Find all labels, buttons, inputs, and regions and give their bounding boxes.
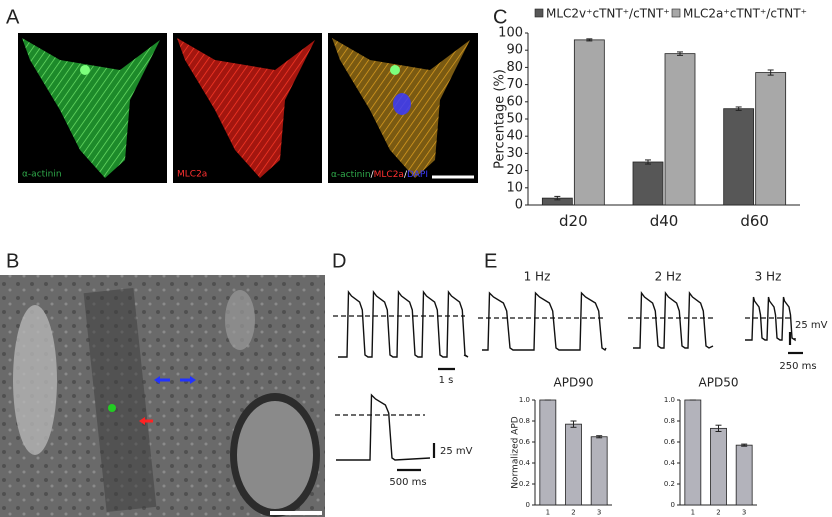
bar [565,423,582,506]
error-bar [715,424,722,432]
image-label: MLC2a [177,170,207,180]
y-tick-label: 0.8 [519,417,530,425]
chart-title: APD50 [699,376,739,390]
x-tick-label: 3 [742,509,746,517]
scale-label: 1 s [439,375,454,386]
bar [684,399,702,506]
legend-label: MLC2v⁺cTNT⁺/cTNT⁺ [546,7,670,21]
panel-letter: B [6,250,19,272]
panel-letter: E [484,250,497,272]
em-image [0,275,325,517]
y-axis-label: Normalized APD [511,416,521,488]
trace [482,291,607,352]
y-tick-label: 1.0 [519,396,530,404]
scale-label: 250 ms [779,361,816,372]
bar [632,161,664,206]
y-tick-label: 20 [506,163,523,178]
y-tick-label: 0 [515,198,523,213]
bar [573,39,605,206]
image-label: α-actinin [22,170,62,180]
y-tick-label: 0.2 [664,480,675,488]
error-bar [741,443,748,447]
rate-label: 1 Hz [524,270,551,284]
bar [539,399,557,506]
x-tick-label: d20 [559,212,588,230]
scale-label: 500 ms [389,477,426,488]
y-tick-label: 100 [498,26,523,41]
trace [745,296,796,342]
error-bar [767,69,774,76]
y-tick-label: 90 [506,43,523,58]
rate-label: 2 Hz [655,270,682,284]
legend-swatch [671,8,681,18]
error-bar [586,38,593,42]
bar [723,108,755,206]
bar [590,436,608,506]
bar [755,72,787,206]
legend-label: MLC2a⁺cTNT⁺/cTNT⁺ [683,7,807,21]
rate-label: 3 Hz [755,270,782,284]
y-tick-label: 70 [506,77,523,92]
y-tick-label: 80 [506,60,523,75]
y-tick-label: 0.2 [519,480,530,488]
y-tick-label: 0.6 [664,438,676,446]
y-tick-label: 0 [671,501,675,509]
bar [735,444,753,506]
error-bar [570,420,577,428]
y-tick-label: 50 [506,112,523,127]
x-tick-label: 1 [546,509,550,517]
label-part: / [371,170,375,180]
x-tick-label: 3 [597,509,601,517]
image-label: α-actinin/MLC2a/DAPI [331,170,428,180]
y-tick-label: 60 [506,94,523,109]
trace [338,289,469,358]
trace-panel-e: 1 Hz 2 Hz 3 Hz 25 mV 250 ms [478,270,828,372]
x-tick-label: 2 [571,509,575,517]
x-tick-label: 2 [716,509,720,517]
bar [710,427,727,506]
y-tick-label: 0 [526,501,530,509]
micrograph-red: MLC2a [173,33,322,183]
y-tick-label: 40 [506,129,523,144]
micrograph-merge: α-actinin/MLC2a/DAPI [328,33,478,183]
error-bar [596,435,603,439]
trace-panel-d: 1 s 25 mV 500 ms [333,289,473,488]
panel-letter: D [332,250,346,272]
x-tick-label: d60 [740,212,769,230]
error-bar [645,159,651,165]
legend-swatch [534,8,544,18]
y-axis-label: Percentage (%) [493,69,508,169]
y-tick-label: 0.8 [664,417,675,425]
x-tick-label: d40 [650,212,679,230]
chart-title: APD90 [554,376,594,390]
trace [336,393,431,461]
y-tick-label: 1.0 [664,396,675,404]
micrograph-green: α-actinin [18,33,167,183]
x-tick-label: 1 [691,509,695,517]
label-part: MLC2a [374,170,404,180]
bar [664,53,696,206]
panel-letter: A [6,6,20,28]
label-part: α-actinin [331,170,371,180]
y-tick-label: 10 [506,180,523,195]
y-tick-label: 0.4 [664,459,676,467]
scale-label: 25 mV [795,320,828,331]
error-bar [554,195,561,201]
label-part: / [404,170,408,180]
scale-label: 25 mV [440,446,473,457]
error-bar [735,106,742,111]
y-tick-label: 0.4 [519,459,531,467]
panel-letter: C [493,6,507,28]
y-tick-label: 0.6 [519,438,531,446]
trace [633,290,714,349]
y-tick-label: 30 [506,146,523,161]
error-bar [677,51,683,56]
label-part: DAPI [407,170,428,180]
